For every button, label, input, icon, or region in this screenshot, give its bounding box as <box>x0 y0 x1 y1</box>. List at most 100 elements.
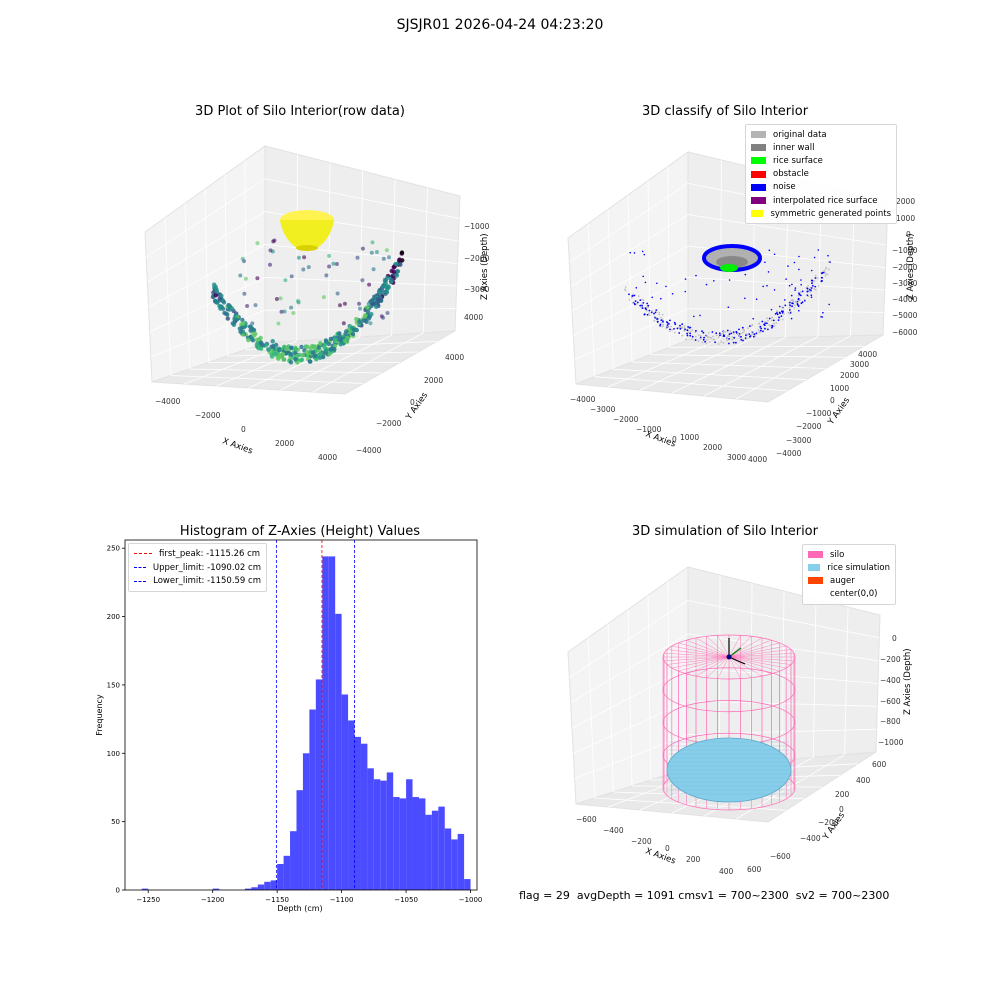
simulation-x-tick: 200 <box>686 855 701 864</box>
simulation-x-tick: 0 <box>665 844 670 853</box>
classify-z-tick: −3000 <box>892 279 918 288</box>
classify-x-tick: 3000 <box>727 453 746 462</box>
classify-z-label: Z Axies (Depth) <box>906 233 916 300</box>
classify-x-tick: 0 <box>672 435 677 444</box>
status-sv1: sv1 = 700~2300 <box>695 889 789 902</box>
legend-entry: obstacle <box>751 168 891 181</box>
histogram-bar <box>451 839 458 890</box>
raw-x-tick: 4000 <box>318 453 337 462</box>
histogram-bar <box>302 753 310 890</box>
classify-z-tick: −1000 <box>892 246 918 255</box>
histogram-bar <box>277 864 284 890</box>
histogram-bar <box>290 831 297 890</box>
classify-x-tick: 4000 <box>748 455 767 464</box>
simulation-z-tick: −600 <box>880 697 901 706</box>
raw-x-tick: −2000 <box>195 411 221 420</box>
histogram-bar <box>296 790 303 890</box>
histogram-bar <box>309 709 316 890</box>
simulation-y-tick: −200 <box>818 818 839 827</box>
legend-swatch <box>751 144 766 152</box>
histogram-chart: −1250 −1200 −1150 −1100 −1050 −1000 0 50 100 150 2… <box>95 539 482 913</box>
histogram-y-tick: 250 <box>107 545 120 553</box>
histogram-x-tick: −1250 <box>136 896 160 904</box>
legend-swatch <box>751 210 764 218</box>
raw-y-label: Y Axies <box>404 390 431 422</box>
raw-z-label: Z Axies (Depth) <box>480 233 490 300</box>
histogram-bar <box>386 772 394 890</box>
histogram-x-tick: −1200 <box>201 896 225 904</box>
simulation-x-tick: 400 <box>719 867 734 876</box>
raw-3d-plot: −4000 −2000 0 2000 4000 −4000 −2000 0 20… <box>144 145 490 462</box>
classify-y-tick: 0 <box>830 396 835 405</box>
legend-swatch <box>751 131 766 139</box>
classify-y-tick: −4000 <box>776 449 802 458</box>
histogram-bar <box>367 768 374 890</box>
histogram-bar <box>431 810 439 890</box>
simulation-z-tick: −1000 <box>878 738 904 747</box>
legend-entry: silo <box>808 548 890 561</box>
histogram-bar <box>425 814 432 890</box>
legend-swatch <box>751 197 766 205</box>
raw-y-tick: 4000 <box>445 353 464 362</box>
classify-x-tick: −3000 <box>590 405 616 414</box>
histogram-bar <box>444 828 452 890</box>
simulation-z-label: Z Axies (Depth) <box>903 648 913 715</box>
simulation-y-tick: 400 <box>856 776 871 785</box>
simulation-y-tick: −400 <box>800 834 821 843</box>
histogram-bar <box>380 780 387 890</box>
classify-x-tick: −2000 <box>613 415 639 424</box>
raw-z-tick: −3000 <box>464 285 490 294</box>
histogram-bar <box>393 797 400 890</box>
raw-x-tick: 2000 <box>275 439 294 448</box>
histogram-x-tick: −1050 <box>394 896 418 904</box>
raw-panel-title: 3D Plot of Silo Interior(row data) <box>195 104 405 119</box>
classify-z-tick: 2000 <box>896 197 915 206</box>
histogram-bar <box>141 888 149 890</box>
histogram-x-tick: −1100 <box>330 896 354 904</box>
status-flag: flag = 29 <box>519 889 570 902</box>
legend-swatch <box>808 564 821 572</box>
classify-y-tick: −2000 <box>796 422 822 431</box>
simulation-x-label: X Axies <box>644 846 677 866</box>
histogram-bar <box>354 736 361 890</box>
histogram-bar <box>264 881 271 890</box>
legend-entry: first_peak: -1115.26 cm <box>134 547 261 561</box>
status-avg-depth: avgDepth = 1091 cm <box>576 889 696 902</box>
classify-z-tick: 1000 <box>896 214 915 223</box>
simulation-z-tick: −800 <box>880 717 901 726</box>
simulation-legend: silo rice simulation auger center(0,0) <box>802 544 896 605</box>
histogram-bar <box>335 613 342 890</box>
simulation-y-tick: 600 <box>872 760 887 769</box>
legend-entry: center(0,0) <box>808 588 890 601</box>
classify-z-tick: −5000 <box>892 311 918 320</box>
status-line: flag = 29 avgDepth = 1091 cmsv1 = 700~23… <box>519 889 889 902</box>
raw-x-tick: −4000 <box>155 397 181 406</box>
simulation-x-tick: −400 <box>603 826 624 835</box>
classify-z-tick: −6000 <box>892 328 918 337</box>
raw-z-tick: −2000 <box>464 254 490 263</box>
legend-swatch <box>751 157 766 165</box>
legend-entry: Upper_limit: -1090.02 cm <box>134 561 261 575</box>
histogram-bar <box>406 779 413 890</box>
classify-x-tick: −1000 <box>636 425 662 434</box>
legend-entry: Lower_limit: -1150.59 cm <box>134 574 261 588</box>
classify-legend: original data inner wall rice surface ob… <box>745 124 897 225</box>
simulation-y-tick: 0 <box>839 805 844 814</box>
histogram-bar <box>464 879 471 890</box>
histogram-bar <box>438 806 445 890</box>
classify-3d-plot: −4000 −3000 −2000 −1000 0 1000 2000 3000… <box>567 151 918 464</box>
histogram-x-label: Depth (cm) <box>277 904 322 913</box>
simulation-z-tick: 0 <box>892 634 897 643</box>
histogram-title: Histogram of Z-Axies (Height) Values <box>179 524 421 539</box>
raw-y-tick: −2000 <box>376 419 402 428</box>
figure-title: SJSJR01 2026-04-24 04:23:20 <box>396 17 604 33</box>
raw-y-tick: −4000 <box>356 446 382 455</box>
histogram-y-tick: 200 <box>107 613 120 621</box>
classify-z-tick: −4000 <box>892 295 918 304</box>
histogram-frame <box>124 539 478 891</box>
histogram-bar <box>399 798 407 890</box>
classify-y-tick: 3000 <box>850 360 869 369</box>
legend-entry: rice simulation <box>808 561 890 574</box>
classify-y-tick: 4000 <box>858 350 877 359</box>
classify-inner-ring <box>702 244 762 272</box>
